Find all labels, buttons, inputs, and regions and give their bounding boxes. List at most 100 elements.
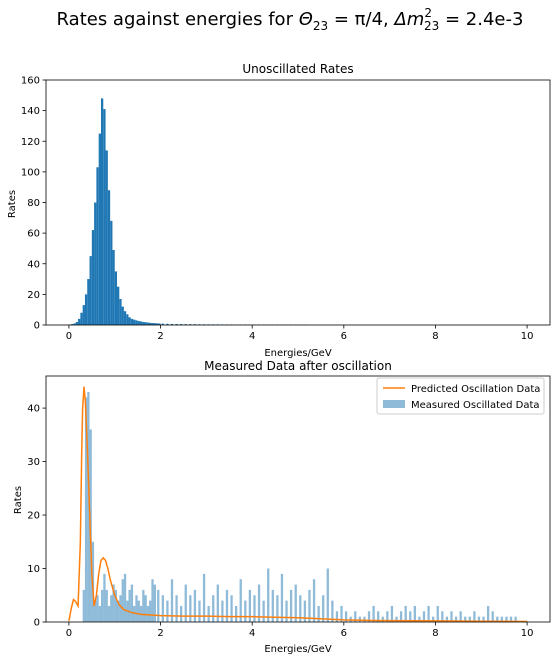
bottom-bar <box>100 589 104 622</box>
top-xtick-label: 2 <box>157 331 163 342</box>
top-ytick-label: 100 <box>21 167 40 178</box>
bottom-bar <box>114 589 118 622</box>
bottom-bar <box>107 605 111 622</box>
bottom-chart: Measured Data after oscillation 0 2 4 6 8 100… <box>13 359 551 655</box>
bottom-bar <box>386 611 389 622</box>
top-ytick-label: 140 <box>21 106 40 117</box>
bottom-ytick-label: 10 <box>27 564 40 575</box>
top-bar <box>123 311 127 325</box>
top-bar <box>184 324 187 325</box>
bottom-bar <box>157 589 160 622</box>
bottom-bar <box>151 579 154 622</box>
bottom-bar <box>98 605 101 622</box>
top-ytick-label: 20 <box>27 290 40 301</box>
bottom-xtick-label: 4 <box>249 628 255 639</box>
bottom-bar <box>149 600 152 622</box>
bottom-bar <box>473 611 476 622</box>
top-bar <box>100 98 104 325</box>
bottom-bar <box>477 616 481 622</box>
bottom-bar <box>450 611 453 622</box>
bottom-bar <box>117 600 120 622</box>
bottom-xtick-label: 8 <box>432 628 438 639</box>
bottom-bar <box>82 589 85 622</box>
top-bar <box>89 256 92 325</box>
bottom-bar <box>372 605 375 622</box>
bottom-bar <box>482 616 485 622</box>
top-bar <box>121 306 124 325</box>
top-ytick-label: 60 <box>27 229 40 240</box>
suptitle-dm-val: = 2.4e-3 <box>439 9 523 30</box>
top-bar <box>96 167 99 325</box>
bottom-bar <box>105 589 108 622</box>
bottom-bar <box>235 605 238 622</box>
bottom-bar <box>135 595 138 622</box>
bottom-bar <box>193 589 197 622</box>
top-bar <box>71 324 74 325</box>
bottom-bar <box>161 595 164 622</box>
top-bar <box>114 271 118 325</box>
top-ytick-label: 40 <box>27 259 40 270</box>
top-bar <box>84 294 88 325</box>
bottom-bar <box>87 392 90 622</box>
bottom-bar <box>404 605 407 622</box>
suptitle-dm: Δm <box>392 9 424 30</box>
figure-suptitle: Rates against energies for Θ23 = π/4, Δm… <box>57 6 524 33</box>
bottom-bar <box>112 584 115 622</box>
top-bar <box>128 317 131 325</box>
bottom-bar <box>170 579 174 622</box>
bottom-bar <box>262 600 265 622</box>
bottom-bar <box>344 611 348 622</box>
bottom-bar <box>418 616 421 622</box>
bottom-bar <box>299 595 302 622</box>
top-bar <box>119 298 122 325</box>
bottom-bar <box>225 589 229 622</box>
bottom-chart-ylabel: Rates <box>13 486 24 514</box>
bottom-bar <box>103 573 106 622</box>
top-bar <box>151 323 154 325</box>
bottom-bar <box>427 605 430 622</box>
bottom-bar <box>395 616 398 622</box>
bottom-bar <box>239 579 242 622</box>
top-xtick-label: 8 <box>432 331 438 342</box>
bottom-bar <box>422 611 426 622</box>
bottom-bar <box>505 616 508 622</box>
bottom-bar <box>312 579 316 622</box>
bottom-bar <box>367 611 371 622</box>
top-bar <box>105 150 108 325</box>
bottom-bar <box>121 579 124 622</box>
bottom-bar <box>142 589 145 622</box>
bottom-bar <box>280 573 284 622</box>
bottom-bar <box>230 595 233 622</box>
bottom-bar <box>137 600 140 622</box>
bottom-bar <box>303 600 307 622</box>
top-bar <box>126 314 129 325</box>
bottom-bar <box>123 573 127 622</box>
top-chart-ylabel: Rates <box>7 190 18 218</box>
top-bar <box>170 323 174 325</box>
bottom-bar <box>267 568 270 622</box>
bottom-ytick-label: 20 <box>27 511 40 522</box>
bottom-bar <box>221 600 224 622</box>
bottom-bar <box>491 611 494 622</box>
bottom-bar <box>207 605 210 622</box>
top-bar <box>73 323 76 325</box>
bottom-bar <box>464 616 467 622</box>
bottom-bar <box>294 584 297 622</box>
top-bar <box>133 319 136 325</box>
bottom-bar <box>459 611 462 622</box>
top-bar <box>142 321 145 325</box>
bottom-bar <box>487 605 490 622</box>
top-bar <box>161 323 164 325</box>
top-ytick-label: 80 <box>27 198 40 209</box>
bottom-bar <box>84 397 88 622</box>
top-bar <box>117 286 120 325</box>
legend-label-measured: Measured Oscillated Data <box>411 400 540 411</box>
bottom-bar <box>514 616 517 622</box>
bottom-bar <box>144 595 147 622</box>
bottom-bar <box>96 595 99 622</box>
bottom-bar <box>216 584 219 622</box>
bottom-bar <box>198 600 201 622</box>
top-bar <box>78 318 81 325</box>
top-bar <box>146 322 150 325</box>
